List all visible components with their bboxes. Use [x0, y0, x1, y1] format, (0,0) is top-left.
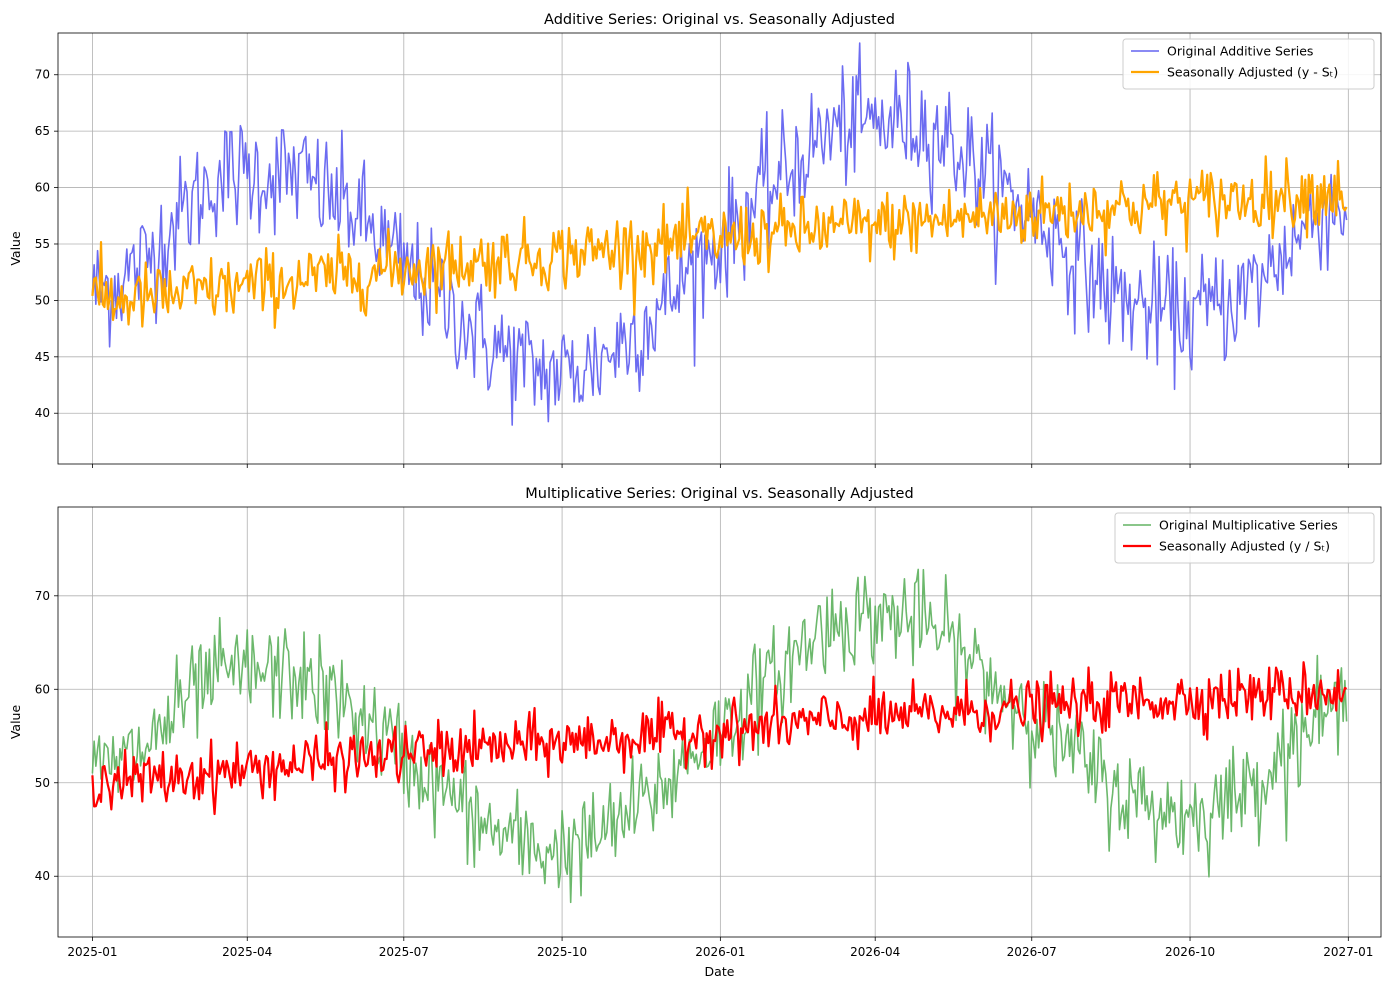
x-tick-label: 2026-10 — [1165, 945, 1215, 959]
x-tick-label: 2026-07 — [1007, 945, 1057, 959]
series-line-2 — [91, 661, 1348, 816]
legend-label-1: Original Additive Series — [1167, 44, 1313, 59]
x-axis-label: Date — [705, 964, 735, 979]
y-tick-label: 45 — [35, 350, 50, 364]
legend-label-2: Seasonally Adjusted (y - Sₜ) — [1167, 65, 1338, 80]
x-tick-label: 2026-04 — [850, 945, 900, 959]
legend-box — [1114, 512, 1375, 564]
x-tick-label: 2025-07 — [379, 945, 429, 959]
legend-box — [1122, 38, 1375, 90]
x-tick-label: 2026-01 — [695, 945, 745, 959]
x-tick-label: 2025-01 — [67, 945, 117, 959]
y-tick-label: 70 — [35, 589, 50, 603]
y-axis-label: Value — [8, 705, 23, 740]
y-tick-label: 40 — [35, 406, 50, 420]
axes-frame — [57, 32, 1382, 465]
series-line-1 — [91, 42, 1348, 426]
legend: Original Multiplicative Series Seasonally… — [1114, 512, 1375, 564]
y-tick-label: 65 — [35, 124, 50, 138]
axes-frame — [57, 506, 1382, 938]
chart-panel-1: 40 45 50 55 60 65 70 Additive Series: Original … — [8, 12, 1382, 468]
y-axis-label: Value — [8, 231, 23, 266]
y-tick-label: 55 — [35, 237, 50, 251]
series-line-2 — [91, 155, 1348, 329]
x-tick-label: 2027-01 — [1323, 945, 1373, 959]
chart-panel-2: 40 50 60 70 2025-01 2025-04 2025-07 2025-10 2026… — [8, 486, 1382, 979]
y-tick-label: 70 — [35, 68, 50, 82]
x-tick-label: 2025-10 — [537, 945, 587, 959]
chart-title: Multiplicative Series: Original vs. Seas… — [525, 486, 913, 502]
legend-label-2: Seasonally Adjusted (y / Sₜ) — [1159, 539, 1330, 554]
legend-label-1: Original Multiplicative Series — [1159, 518, 1338, 533]
y-tick-label: 50 — [35, 293, 50, 307]
y-tick-label: 60 — [35, 682, 50, 696]
y-tick-label: 50 — [35, 776, 50, 790]
x-tick-label: 2025-04 — [222, 945, 272, 959]
y-tick-label: 40 — [35, 869, 50, 883]
chart-title: Additive Series: Original vs. Seasonally… — [544, 12, 895, 28]
y-tick-label: 60 — [35, 181, 50, 195]
legend: Original Additive Series Seasonally Adjus… — [1122, 38, 1375, 90]
